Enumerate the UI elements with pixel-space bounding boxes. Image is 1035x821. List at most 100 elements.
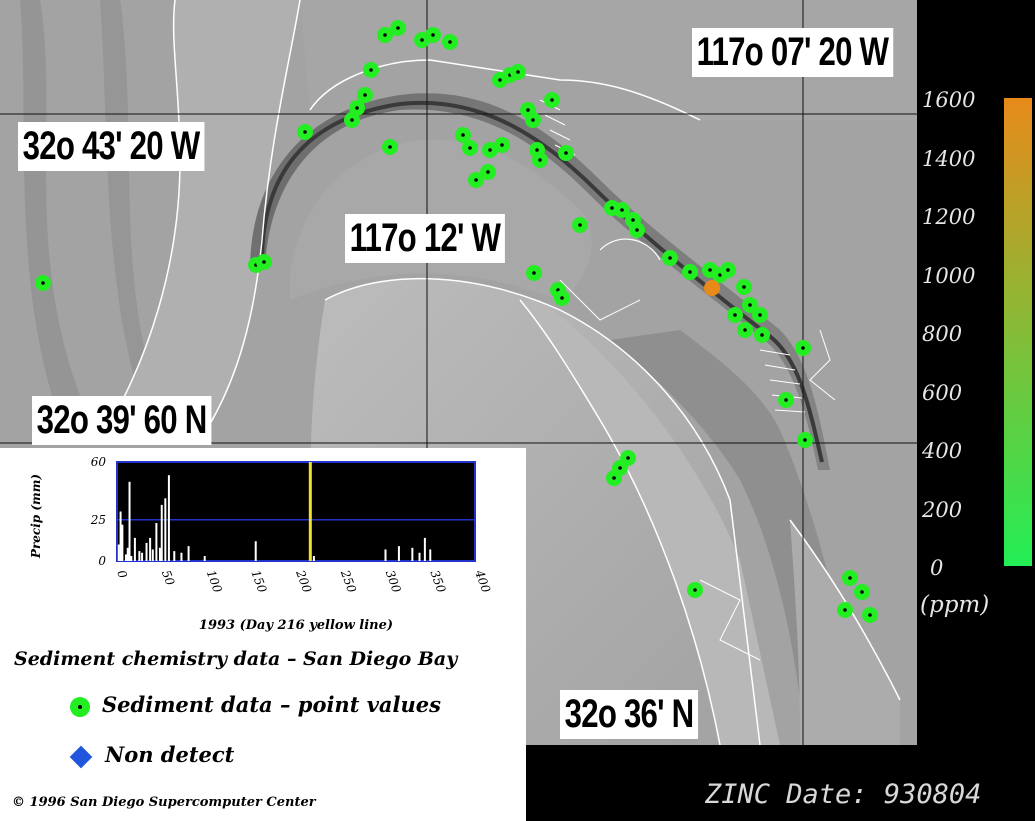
precip-bar xyxy=(133,537,136,561)
sample-point-center xyxy=(498,78,502,82)
sample-point-center xyxy=(303,130,307,134)
lat-label-top: 32o 43' 20 W xyxy=(18,122,205,171)
precip-bar xyxy=(411,547,414,561)
lon-label-mid: 117o 12' W xyxy=(345,214,505,263)
copyright: © 1996 San Diego Supercomputer Center xyxy=(12,795,316,810)
sample-point-center xyxy=(726,268,730,272)
sample-point-center xyxy=(693,588,697,592)
sample-point-center xyxy=(468,146,472,150)
sample-point-center xyxy=(560,296,564,300)
legend-item-sediment: Sediment data – point values xyxy=(70,692,441,717)
green-dot-icon xyxy=(70,696,90,717)
lat-label-bottom: 32o 36' N xyxy=(560,690,699,739)
legend-title: Sediment chemistry data – San Diego Bay xyxy=(14,648,458,670)
sample-point-center xyxy=(733,313,737,317)
sample-point-center xyxy=(578,223,582,227)
colorbar-tick: 600 xyxy=(922,380,963,405)
precip-x-tick: 300 xyxy=(383,568,404,595)
precip-bar xyxy=(138,551,141,561)
sample-point-center xyxy=(488,148,492,152)
sample-point-center xyxy=(486,170,490,174)
sample-point-center xyxy=(626,456,630,460)
sample-point-center xyxy=(516,70,520,74)
colorbar-tick: 200 xyxy=(922,497,963,522)
precip-y-tick: 0 xyxy=(98,554,106,568)
legend-item-nondetect: Non detect xyxy=(69,742,234,768)
precip-bar xyxy=(167,475,170,561)
precip-bar xyxy=(180,552,183,561)
precip-bar xyxy=(128,481,131,561)
sample-point-center xyxy=(708,268,712,272)
sample-point-center xyxy=(564,151,568,155)
colorbar-tick: 400 xyxy=(922,439,963,463)
sample-point-center xyxy=(631,218,635,222)
sample-point-center xyxy=(860,590,864,594)
sample-point-center xyxy=(369,68,373,72)
precip-bar xyxy=(124,554,127,561)
precip-x-tick: 50 xyxy=(159,568,178,587)
precip-bar xyxy=(155,523,158,561)
sample-points xyxy=(35,20,878,623)
sample-point-center xyxy=(388,145,392,149)
precip-x-tick: 0 xyxy=(114,568,130,580)
sample-point-center xyxy=(550,98,554,102)
precip-xlabel: 1993 (Day 216 yellow line) xyxy=(199,618,393,633)
precip-bar xyxy=(164,498,167,561)
sample-point-center xyxy=(355,106,359,110)
precip-y-tick: 25 xyxy=(90,513,106,527)
sample-point-center xyxy=(474,178,478,182)
sample-point-center xyxy=(784,398,788,402)
sample-point-center xyxy=(262,260,266,264)
sample-point-center xyxy=(612,476,616,480)
precip-bar xyxy=(384,549,387,561)
colorbar-tick: 1400 xyxy=(922,146,976,171)
sample-point-center xyxy=(526,108,530,112)
precip-bar xyxy=(423,537,426,561)
sample-point-center xyxy=(635,228,639,232)
colorbar-tick: 1000 xyxy=(922,263,976,288)
precip-bar xyxy=(254,541,257,561)
precip-bar xyxy=(312,556,315,561)
sample-point-center xyxy=(620,208,624,212)
lon-label-right: 117o 07' 20 W xyxy=(692,28,893,77)
sample-point-center xyxy=(688,270,692,274)
precip-bar xyxy=(117,544,120,561)
sample-point-center xyxy=(803,438,807,442)
precip-ylabel: Precip (mm) xyxy=(29,474,43,559)
sample-point-center xyxy=(748,303,752,307)
precip-bar xyxy=(130,556,133,561)
sample-point-center xyxy=(500,143,504,147)
sample-point-center xyxy=(396,26,400,30)
precip-bar xyxy=(160,504,163,561)
sample-point-center xyxy=(758,313,762,317)
precip-bar xyxy=(158,547,161,561)
sample-point-center xyxy=(718,273,722,277)
sample-point-center xyxy=(420,38,424,42)
precip-x-tick: 250 xyxy=(338,567,359,595)
colorbar-tick: 1200 xyxy=(922,205,976,229)
precip-bar xyxy=(145,542,148,561)
sample-point-center xyxy=(461,133,465,137)
precip-bar xyxy=(121,524,124,561)
precip-x-tick: 150 xyxy=(248,568,269,595)
precip-bar xyxy=(187,546,190,561)
sample-point-center xyxy=(760,333,764,337)
sample-point-center xyxy=(532,271,536,275)
sample-point-center xyxy=(363,93,367,97)
precip-y-tick: 60 xyxy=(91,455,107,469)
element-date-footer: ZINC Date: 930804 xyxy=(705,779,982,810)
precip-bar xyxy=(173,551,176,561)
precip-x-tick: 400 xyxy=(472,567,493,595)
lat-label-mid: 32o 39' 60 N xyxy=(32,396,212,445)
sample-point-high xyxy=(704,280,720,296)
sample-point-center xyxy=(843,608,847,612)
precip-bar xyxy=(119,511,122,561)
precip-bar xyxy=(203,556,206,561)
sample-point-center xyxy=(448,40,452,44)
colorbar-tick: 800 xyxy=(922,322,963,346)
colorbar-tick: 1600 xyxy=(922,88,976,112)
colorbar-unit: (ppm) xyxy=(920,592,990,618)
sample-point-center xyxy=(431,33,435,37)
